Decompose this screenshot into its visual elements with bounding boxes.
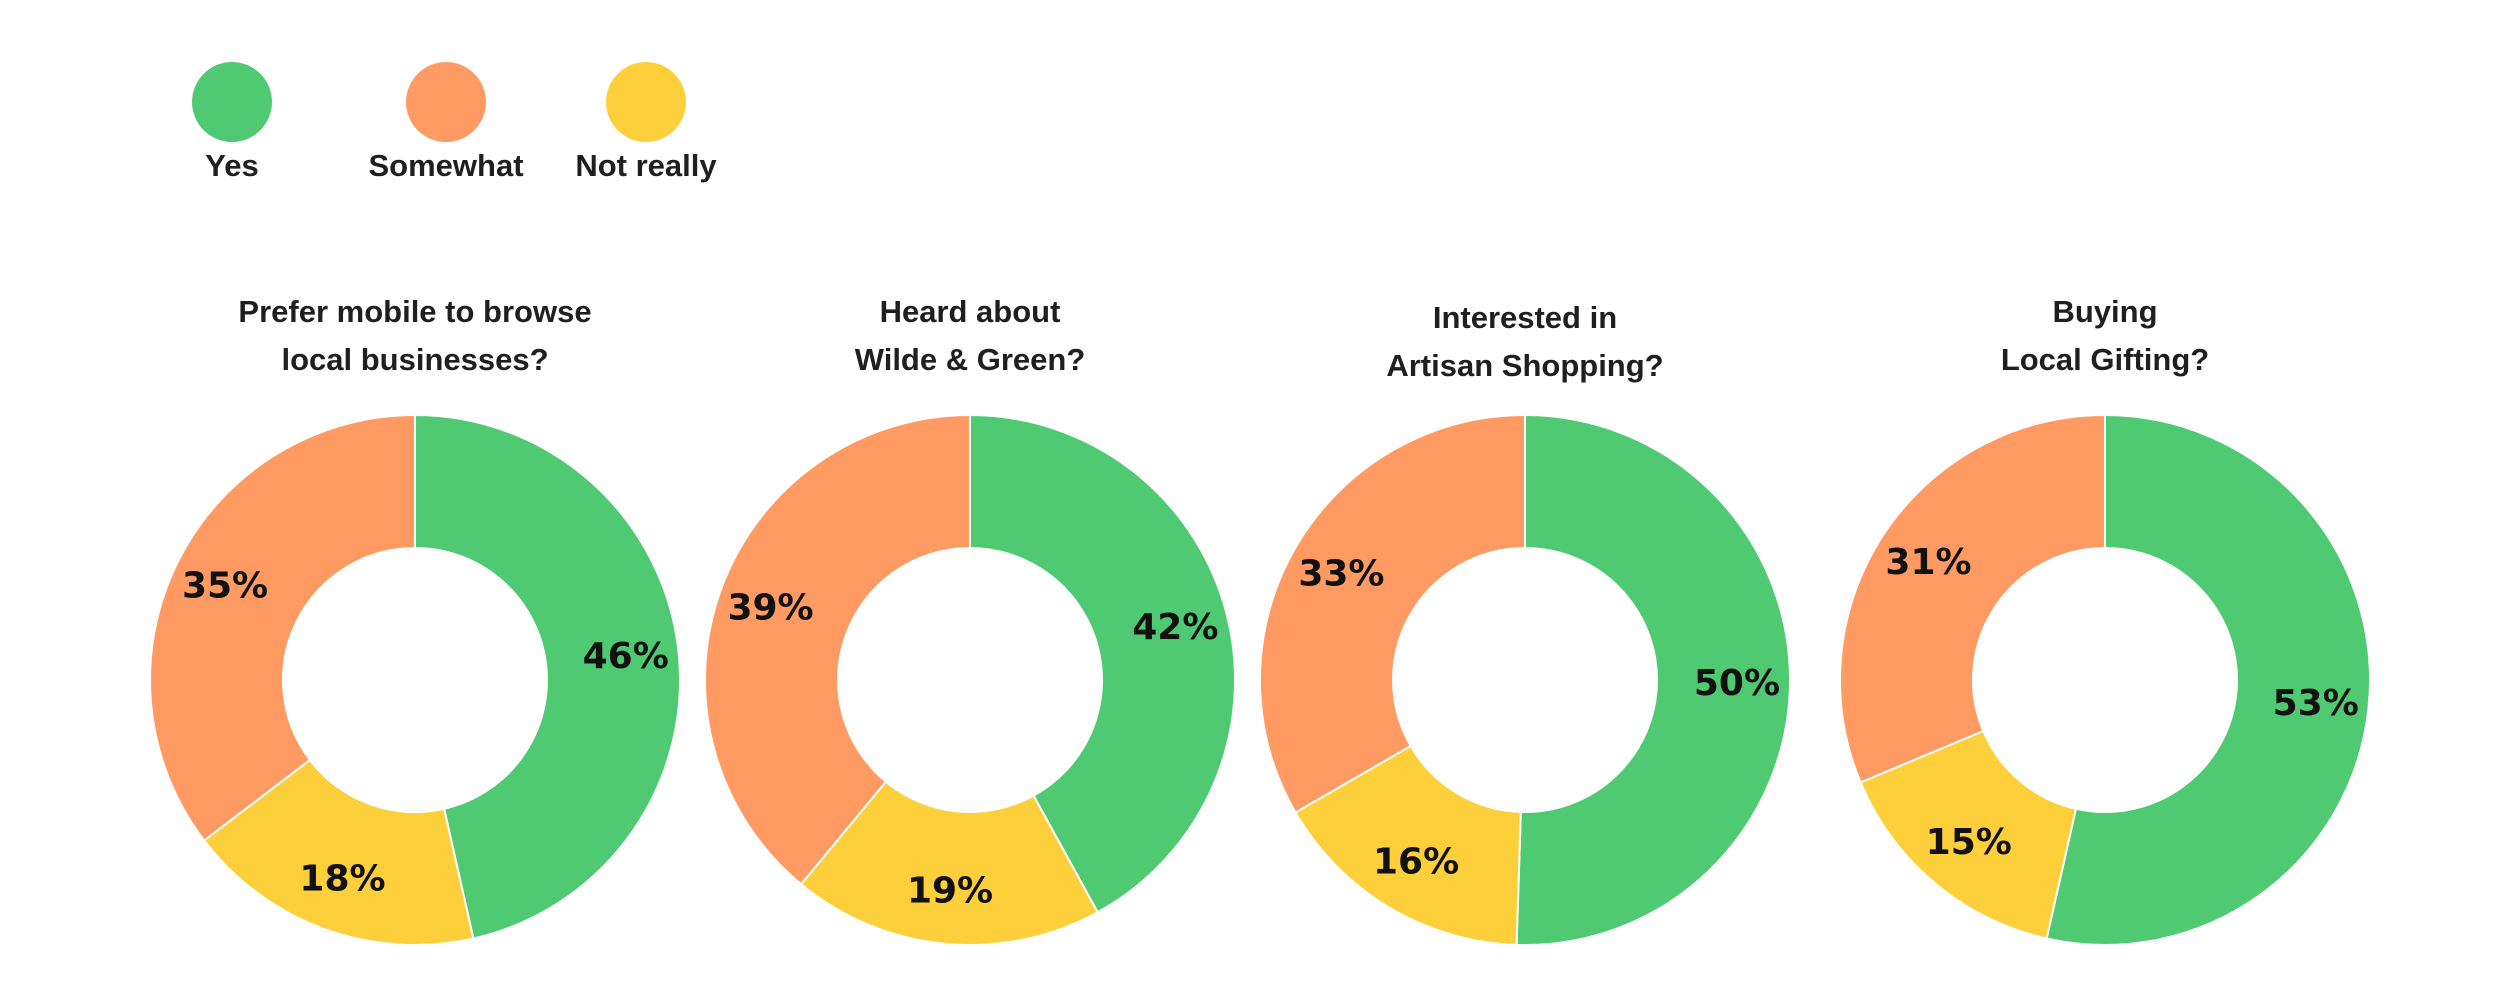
slice-label-yes: 53% — [2273, 683, 2359, 724]
slice-not-really — [202, 758, 475, 946]
chart-title: Buying Local Gifting? — [1825, 288, 2385, 384]
slice-yes — [414, 413, 681, 940]
chart-title-line-2: local businesses? — [281, 342, 549, 377]
slice-yes — [969, 413, 1236, 914]
legend-item-yes: Yes — [122, 62, 342, 184]
slice-label-not-really: 16% — [1373, 841, 1459, 882]
donut-chart-gifting: Buying Local Gifting? 53% 15% 31% — [1825, 280, 2385, 970]
slice-yes — [1515, 413, 1791, 946]
legend-item-not-really: Not really — [536, 62, 756, 184]
slice-not-really — [1294, 744, 1522, 946]
chart-title: Heard about Wilde & Green? — [690, 288, 1250, 384]
chart-title-line-1: Prefer mobile to browse — [238, 294, 592, 329]
donut-chart-wilde-green: Heard about Wilde & Green? 42% 19% 39% — [690, 280, 1250, 970]
legend: Yes Somewhat Not really — [0, 0, 800, 200]
legend-label-yes: Yes — [205, 148, 259, 183]
chart-title-line-2: Artisan Shopping? — [1386, 348, 1664, 383]
slice-not-really — [799, 780, 1100, 946]
slice-label-not-really: 18% — [299, 859, 385, 900]
legend-item-somewhat: Somewhat — [336, 62, 556, 184]
slice-label-yes: 42% — [1132, 607, 1218, 648]
donut-svg: 42% 19% 39% — [704, 413, 1236, 946]
legend-label-not-really: Not really — [575, 148, 717, 183]
slice-somewhat — [1839, 413, 2106, 784]
slice-yes — [2045, 413, 2371, 946]
chart-title-line-2: Local Gifting? — [2000, 342, 2210, 377]
slice-label-somewhat: 35% — [182, 565, 268, 606]
legend-swatch-somewhat — [406, 62, 486, 142]
legend-swatch-not-really — [606, 62, 686, 142]
donut-svg: 50% 16% 33% — [1259, 413, 1791, 946]
donut-svg: 46% 18% 35% — [149, 413, 681, 946]
slice-label-not-really: 19% — [907, 871, 993, 912]
slice-label-not-really: 15% — [1926, 822, 2012, 863]
slice-label-somewhat: 31% — [1885, 542, 1971, 583]
legend-swatch-yes — [192, 62, 272, 142]
slice-label-yes: 50% — [1694, 663, 1780, 704]
chart-title-line-1: Buying — [2052, 294, 2158, 329]
slice-not-really — [1859, 729, 2078, 940]
chart-title-line-2: Wilde & Green? — [854, 342, 1086, 377]
chart-title: Interested in Artisan Shopping? — [1245, 294, 1805, 390]
donut-chart-artisan: Interested in Artisan Shopping? 50% 16% 33… — [1245, 280, 1805, 970]
slice-label-somewhat: 33% — [1298, 554, 1384, 595]
slice-label-yes: 46% — [583, 636, 669, 677]
donut-chart-mobile: Prefer mobile to browse local businesses… — [135, 280, 695, 970]
slice-somewhat — [149, 413, 416, 842]
donut-svg: 53% 15% 31% — [1839, 413, 2371, 946]
legend-label-somewhat: Somewhat — [368, 148, 524, 183]
chart-title-line-1: Interested in — [1432, 300, 1618, 335]
slice-label-somewhat: 39% — [727, 588, 813, 629]
slice-somewhat — [1259, 413, 1526, 814]
chart-title-line-1: Heard about — [879, 294, 1061, 329]
slice-somewhat — [704, 413, 971, 886]
chart-title: Prefer mobile to browse local businesses… — [135, 288, 695, 384]
